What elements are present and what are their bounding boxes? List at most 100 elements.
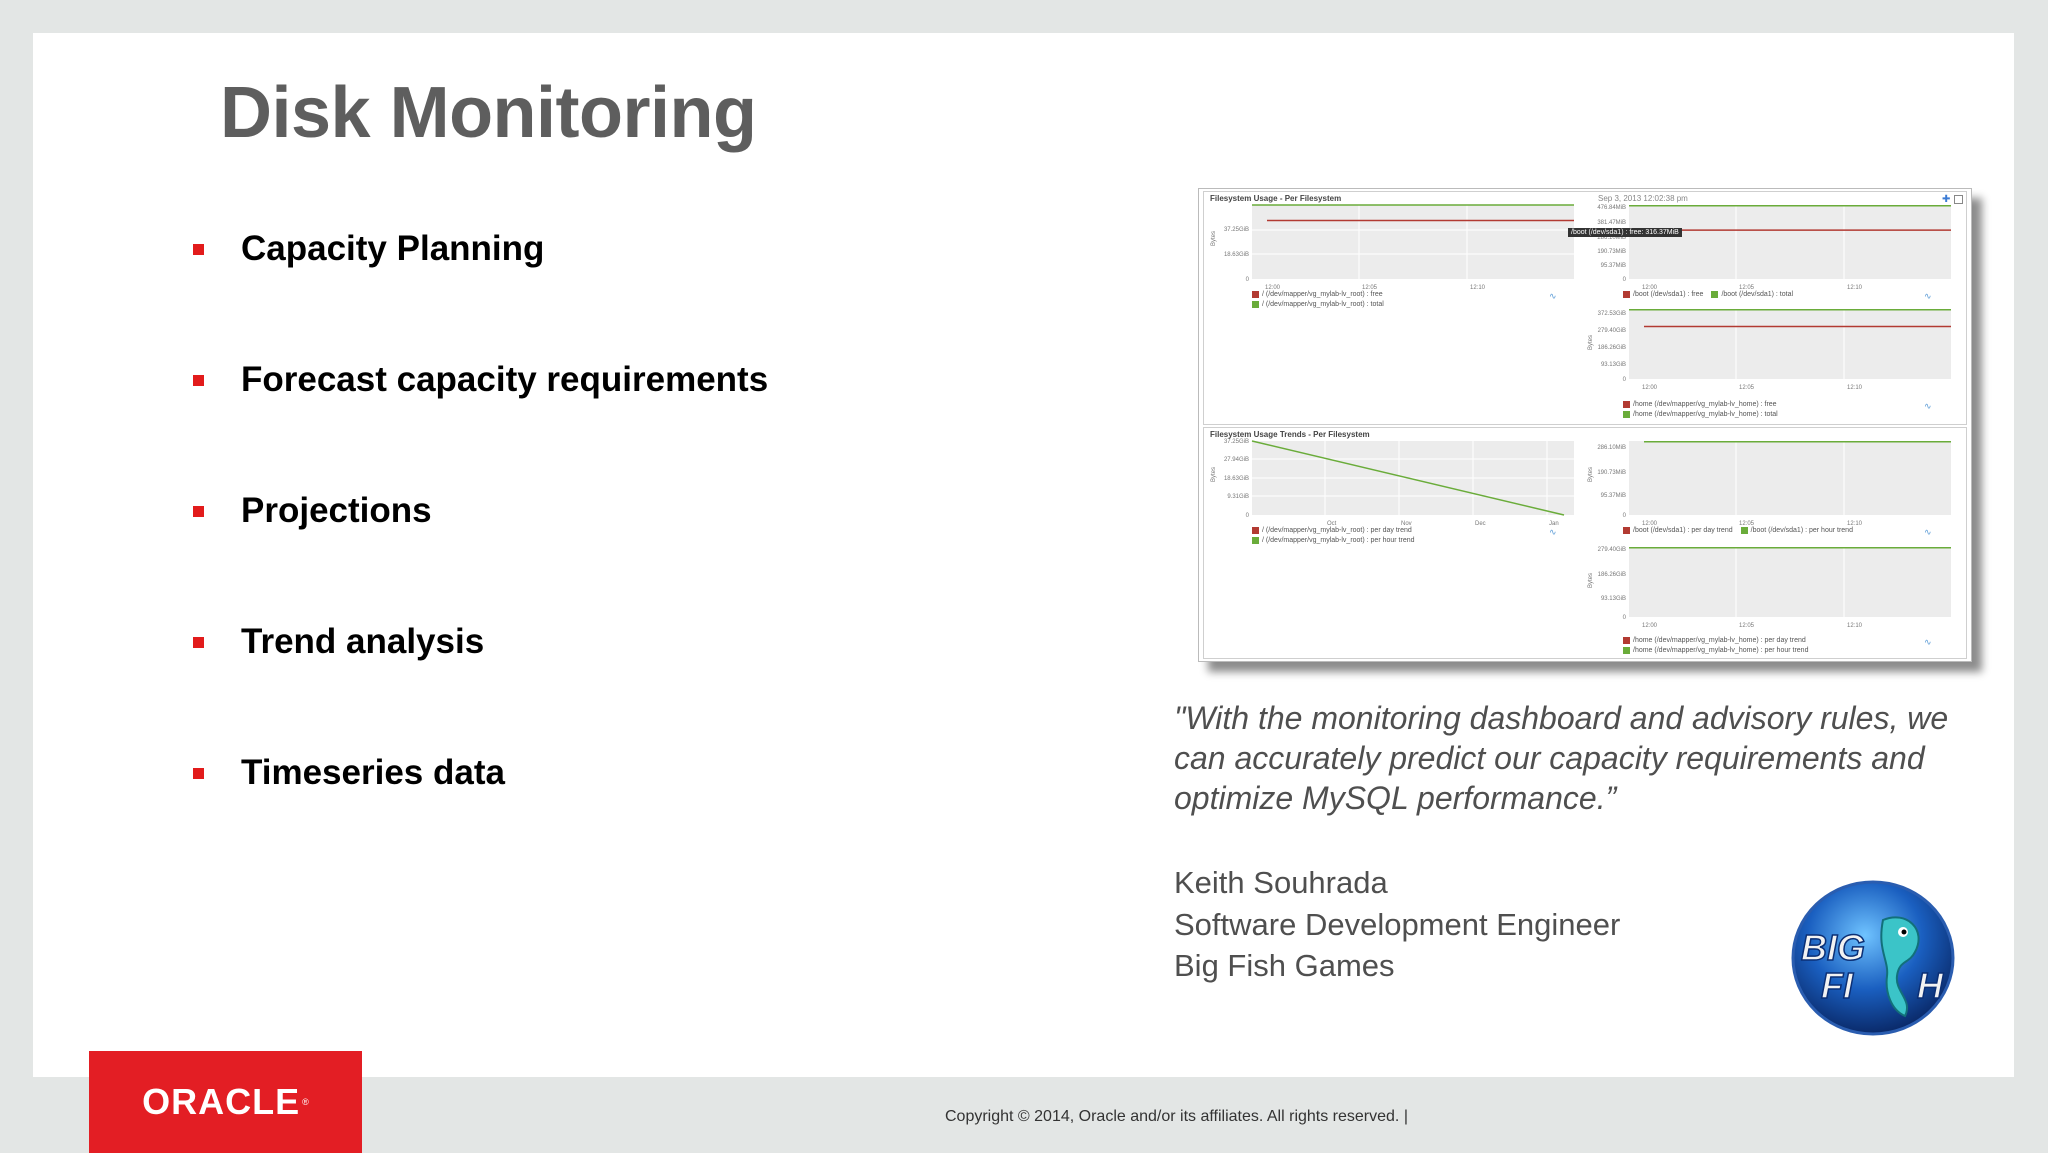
legend-item: / (/dev/mapper/vg_mylab-lv_root) : per h… [1252,537,1415,544]
legend-item: /home (/dev/mapper/vg_mylab-lv_home) : p… [1623,637,1806,644]
legend-label: /home (/dev/mapper/vg_mylab-lv_home) : f… [1633,401,1777,408]
chart-boot-trend: 286.10MiB 190.73MiB 95.37MiB 0 12:00 12:… [1588,440,1951,527]
legend-swatch [1740,527,1748,534]
bullet-marker [193,374,204,386]
grid [1252,205,1574,279]
y-axis-label: Bytes [1588,467,1594,482]
legend-label: /home (/dev/mapper/vg_mylab-lv_home) : t… [1633,411,1778,418]
y-tick: 286.10MiB [1597,235,1626,241]
y-tick: 9.31GiB [1227,494,1249,500]
legend-item: /boot (/dev/sda1) : per day trend/boot (… [1623,527,1853,534]
legend-swatch [1623,527,1630,534]
y-axis-label: Bytes [1588,335,1594,350]
legend-swatch [1623,291,1630,298]
usage-panel-title: Filesystem Usage - Per Filesystem [1210,194,1342,203]
expand-icon[interactable] [1954,195,1963,204]
legend-label: /home (/dev/mapper/vg_mylab-lv_home) : p… [1633,637,1806,644]
y-tick: 93.13GiB [1601,362,1626,368]
x-tick: 12:10 [1847,385,1863,391]
y-tick: 0 [1623,277,1627,283]
big-fish-logo: BIG FI H [1791,880,1955,1036]
y-tick: 0 [1623,377,1627,383]
grid [1252,441,1574,515]
y-tick: 190.73MiB [1597,249,1626,255]
legend-swatch [1623,401,1630,408]
chart-tooltip: /boot (/dev/sda1) : free: 316.37MiB [1568,228,1682,237]
chart-link-icon[interactable]: ∿ [1549,291,1557,301]
bullet-text: Timeseries data [241,753,505,792]
grid [1735,309,1845,379]
plot-area [1629,205,1951,279]
y-tick: 18.63GiB [1224,476,1249,482]
y-tick: 37.25GiB [1224,227,1249,233]
bullet-item: Projections [193,491,432,531]
y-tick: 93.13GiB [1601,596,1626,602]
y-tick: 0 [1623,615,1627,621]
bullet-text: Projections [241,491,432,530]
x-tick: 12:00 [1642,285,1658,291]
y-axis-label: Bytes [1211,467,1217,482]
x-tick: 12:10 [1847,285,1863,291]
chart-link-icon[interactable]: ∿ [1924,637,1932,647]
x-tick: 12:10 [1470,285,1486,291]
y-tick: 186.26GiB [1598,345,1626,351]
add-icon[interactable]: ✚ [1942,194,1951,205]
legend-item: / (/dev/mapper/vg_mylab-lv_root) : free [1252,291,1383,298]
oracle-wordmark: ORACLE [142,1081,301,1122]
legend-label: /boot (/dev/sda1) : per hour trend [1750,527,1853,534]
grid [1735,441,1845,515]
x-tick: 12:05 [1739,285,1755,291]
legend-swatch [1252,301,1259,308]
legend-item: /home (/dev/mapper/vg_mylab-lv_home) : p… [1623,647,1808,654]
testimonial-quote: "With the monitoring dashboard and advis… [1174,700,1949,816]
slide-title: Disk Monitoring [220,73,757,153]
y-tick: 372.53GiB [1598,311,1626,317]
chart-link-icon[interactable]: ∿ [1549,527,1557,537]
x-tick: 12:05 [1739,623,1755,629]
footer-bar [33,1077,2014,1153]
grid [1735,205,1845,279]
y-tick: 279.40GiB [1598,328,1626,334]
x-tick: Nov [1401,521,1412,527]
x-tick: Dec [1475,521,1486,527]
bullet-marker [193,243,204,255]
legend-swatch [1711,291,1719,298]
grid [1735,547,1845,617]
x-tick: 12:00 [1265,285,1281,291]
x-tick: 12:00 [1642,623,1658,629]
bullet-item: Trend analysis [193,622,484,662]
legend-label: / (/dev/mapper/vg_mylab-lv_root) : per h… [1262,537,1415,544]
legend-swatch [1623,637,1630,644]
bullet-marker [193,767,204,779]
x-tick: 12:05 [1739,521,1755,527]
bullet-text: Capacity Planning [241,229,545,268]
plot-area [1252,205,1574,279]
chart-root-usage: 37.25GiB 18.63GiB 0 12:00 12:05 12:10 By… [1211,204,1574,291]
bullet-marker [193,505,204,517]
chart-link-icon[interactable]: ∿ [1924,401,1932,411]
chart-link-icon[interactable]: ∿ [1924,527,1932,537]
x-tick: 12:00 [1642,521,1658,527]
legend-label: /boot (/dev/sda1) : per day trend [1633,527,1733,534]
x-tick: Jan [1549,521,1559,527]
y-tick: 0 [1623,513,1627,519]
y-tick: 286.10MiB [1597,445,1626,451]
panel-timestamp: Sep 3, 2013 12:02:38 pm [1598,194,1688,203]
legend-label: /home (/dev/mapper/vg_mylab-lv_home) : p… [1633,647,1809,654]
chart-home-trend: 279.40GiB 186.26GiB 93.13GiB 0 12:00 12:… [1588,546,1951,629]
legend-label: / (/dev/mapper/vg_mylab-lv_root) : total [1262,301,1384,308]
legend-label: /boot (/dev/sda1) : free [1633,291,1704,298]
chart-link-icon[interactable]: ∿ [1924,291,1932,301]
chart-home-usage: 372.53GiB 279.40GiB 186.26GiB 93.13GiB 0… [1588,308,1951,391]
legend-item: / (/dev/mapper/vg_mylab-lv_root) : total [1252,301,1384,308]
bullet-item: Forecast capacity requirements [193,360,768,400]
chart-boot-usage: 476.84MiB 381.47MiB 286.10MiB 190.73MiB … [1597,204,1951,291]
legend-item: /home (/dev/mapper/vg_mylab-lv_home) : t… [1623,411,1778,418]
bullet-item: Capacity Planning [193,229,544,269]
y-tick: 190.73MiB [1597,470,1626,476]
x-tick: 12:10 [1847,521,1863,527]
legend-swatch [1252,537,1259,544]
y-tick: 476.84MiB [1597,205,1626,211]
chart-root-trend: 37.25GiB 27.94GiB 18.63GiB 9.31GiB 0 Oct… [1211,439,1574,527]
y-tick: 95.37MiB [1601,493,1626,499]
